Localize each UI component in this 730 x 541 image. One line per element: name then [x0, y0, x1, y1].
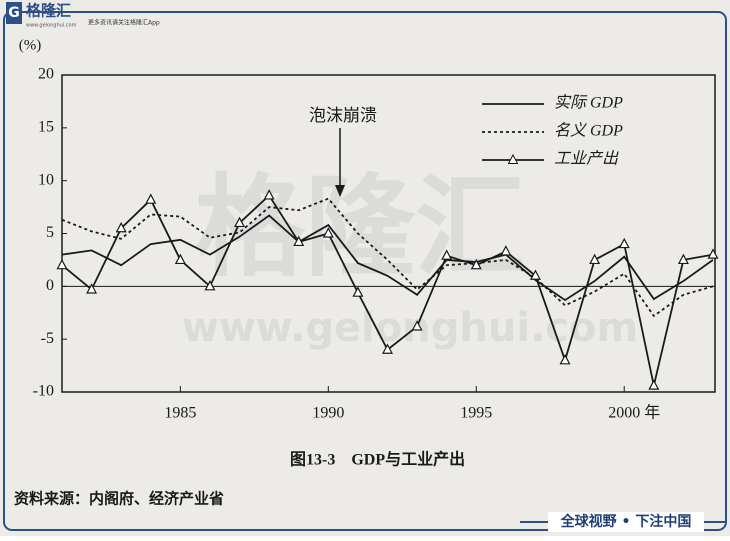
- series-marker: [56, 258, 68, 270]
- y-tick-label: 0: [46, 277, 54, 294]
- series-line: [61, 197, 714, 318]
- series-marker: [263, 189, 275, 200]
- y-tick-label: 20: [38, 66, 54, 83]
- series-marker: [648, 379, 660, 390]
- series-marker: [500, 245, 512, 256]
- legend-label: 名义 GDP: [554, 122, 623, 140]
- series-marker: [589, 253, 601, 265]
- logo-url: www.gelonghui.com: [26, 23, 77, 29]
- series-marker: [293, 235, 305, 247]
- x-tick-label: 1995: [460, 405, 492, 422]
- annotation-arrowhead: [335, 185, 345, 197]
- series-marker: [352, 286, 364, 297]
- logo-mark: [6, 2, 22, 24]
- x-tick-label: 2000 年: [608, 404, 660, 422]
- series-marker: [707, 248, 719, 259]
- legend-label: 工业产出: [554, 150, 619, 168]
- y-tick-label: -5: [41, 330, 54, 347]
- footer-box: [548, 512, 704, 532]
- logo: 格隆汇: [26, 2, 71, 20]
- watermark-logo: 格隆汇: [195, 163, 525, 291]
- series-marker: [234, 216, 246, 228]
- caption: 图13-3 GDP与工业产出: [290, 450, 465, 469]
- series-marker: [174, 253, 186, 265]
- series-marker: [529, 269, 541, 280]
- series-marker: [677, 253, 689, 265]
- series-marker: [86, 283, 98, 294]
- y-tick-label: -10: [33, 383, 54, 400]
- y-tick-label: 10: [38, 171, 54, 188]
- slogan: 更多资讯请关注格隆汇App: [88, 19, 160, 27]
- series-marker: [618, 237, 630, 249]
- y-tick-label: 15: [38, 119, 54, 136]
- series-marker: [559, 354, 571, 365]
- series-marker: [204, 280, 216, 291]
- legend-label: 实际 GDP: [554, 94, 623, 112]
- annotation: 泡沫崩溃: [309, 106, 377, 125]
- watermark-url: www.gelonghui.com: [182, 305, 638, 351]
- y-tick-label: 5: [46, 224, 54, 241]
- series-marker: [441, 249, 453, 260]
- series-marker: [145, 193, 157, 204]
- y-axis-label: (%): [19, 37, 42, 53]
- series-marker: [470, 258, 482, 270]
- series-marker: [411, 320, 423, 331]
- legend-marker: [507, 153, 519, 164]
- series-marker: [322, 227, 334, 238]
- logo-letter: G: [8, 5, 20, 21]
- x-tick-label: 1990: [312, 405, 344, 422]
- footer: 全球视野 • 下注中国: [560, 513, 692, 530]
- frame: [3, 11, 727, 531]
- x-tick-label: 1985: [164, 405, 196, 422]
- series-marker: [115, 221, 127, 233]
- source: 资料来源：内阁府、经济产业省: [14, 489, 224, 507]
- series-marker: [382, 343, 393, 354]
